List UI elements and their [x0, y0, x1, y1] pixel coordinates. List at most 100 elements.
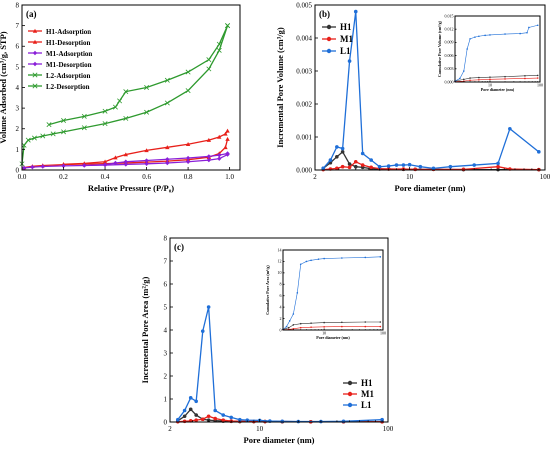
panel-a-point-1-3	[206, 137, 212, 142]
panel-c-point-1-3	[194, 418, 198, 422]
panel-a-point-0-13	[225, 136, 230, 141]
panel-c-inset-ytick-label-5: 10	[278, 270, 282, 275]
panel-c-legend-marker-2	[347, 402, 353, 408]
panel-a-series-line-0	[23, 138, 229, 169]
panel-c-point-2-8	[229, 415, 234, 420]
panel-b-legend-marker-0	[326, 24, 332, 30]
panel-b-point-2-16	[472, 163, 477, 167]
panel-a-xtick-label-2: 0.4	[101, 173, 110, 181]
panel-a-point-5-6	[123, 89, 129, 95]
panel-a-point-2-9	[185, 159, 191, 164]
panel-a-series-line-4	[21, 25, 229, 164]
panel-b-axes: 0.000 0.001 0.002 0.003 0.004 0.005 2 10 100 Pore…	[275, 1, 550, 193]
panel-a-point-3-1	[217, 152, 222, 158]
panel-b-point-2-5	[353, 9, 358, 14]
panel-c-point-0-1	[182, 414, 187, 419]
panel-a-point-2-6	[123, 162, 129, 167]
panel-a-point-4-11	[164, 100, 170, 106]
panel-a-ytick-label-7: 7	[16, 22, 20, 30]
panel-a-xtick-label-5: 1.0	[225, 173, 234, 181]
panel-b-inset-point-0-3	[478, 76, 480, 79]
panel-c-inset-point-0-1	[287, 326, 290, 329]
panel-a-point-4-2	[25, 137, 31, 143]
panel-c-inset-point-0-3	[299, 322, 302, 325]
panel-b-inset-point-1-7	[536, 77, 539, 79]
panel-c-ytick-label-4: 4	[164, 326, 168, 334]
panel-c-point-2-6	[213, 408, 217, 413]
panel-c-inset-point-2-4	[296, 292, 299, 294]
panel-a-point-4-4	[40, 133, 46, 139]
panel-b-point-2-11	[401, 163, 406, 167]
panel-a-legend-marker-0	[32, 28, 38, 33]
panel-c-inset-axes: 0 2 4 6 8 10 12 14 10 100 Pore diameter (nm) Cumula…	[265, 247, 386, 340]
panel-a-point-1-5	[165, 145, 170, 150]
panel-b-inset-point-0-1	[463, 78, 465, 81]
panel-c-point-2-16	[341, 419, 346, 424]
panel-a-point-3-9	[82, 163, 87, 168]
panel-a-point-2-0	[21, 165, 27, 171]
panel-b-point-2-10	[394, 163, 399, 167]
panel-a-point-3-8	[102, 162, 108, 167]
panel-c-inset-ytick-label-0: 0	[280, 327, 282, 332]
panel-a-point-4-9	[123, 115, 129, 121]
panel-b-frame	[314, 4, 546, 171]
panel-b-point-2-9	[386, 164, 391, 168]
panel-c-inset-point-2-5	[299, 263, 302, 266]
panel-a-point-3-2	[206, 154, 212, 159]
panel-b-inset-point-2-12	[528, 26, 530, 29]
panel-b-point-1-11	[413, 167, 418, 172]
panel-c-point-1-6	[213, 416, 217, 421]
panel-c-point-2-13	[280, 419, 285, 424]
panel-b-inset-point-0-6	[524, 75, 526, 77]
panel-b-point-2-14	[431, 166, 436, 171]
panel-c-inset-point-1-4	[310, 326, 312, 328]
panel-b-inset-point-1-5	[504, 78, 506, 80]
panel-a-legend-marker-1	[32, 39, 38, 44]
panel-b-point-2-6	[360, 151, 365, 156]
panel-a-xlabel: Relative Pressure (P/P₀)	[88, 183, 174, 193]
panel-c-point-2-10	[245, 418, 250, 422]
panel-a-point-3-0	[225, 151, 230, 156]
panel-b-point-2-19	[537, 150, 541, 154]
panel-b-point-2-7	[369, 158, 373, 162]
panel-b-inset-point-2-5	[474, 36, 476, 38]
panel-b-inset-point-1-6	[524, 77, 526, 80]
panel-a-point-2-11	[217, 156, 222, 161]
panel-b-inset-ytick-label-4: 0.012	[445, 27, 454, 32]
panel-c-point-1-4	[200, 417, 205, 422]
panel-b-xlabel: Pore diameter (nm)	[395, 183, 466, 193]
panel-a-point-1-8	[113, 155, 118, 160]
panel-c-point-1-1	[182, 419, 187, 424]
panel-a-point-5-2	[206, 57, 212, 63]
panel-a-ylabel: Volume Adsorbed (cm³/g, STP)	[0, 31, 8, 143]
panel-a-point-4-13	[206, 66, 212, 72]
panel-b-inset-ytick-label-0: 0.000	[445, 79, 454, 84]
panel-c-inset-point-2-2	[288, 320, 291, 322]
panel-b-inset-ytick-label-3: 0.009	[445, 40, 454, 45]
panel-c-legend-label-0: H1	[361, 378, 373, 388]
panel-a-ytick-label-3: 3	[16, 105, 20, 113]
panel-b-point-2-1	[328, 158, 333, 162]
panel-c-inset-xtick-label-1: 100	[380, 331, 386, 336]
panel-a-panel-label: (a)	[26, 9, 37, 19]
panel-a-point-3-4	[165, 157, 170, 162]
panel-c-legend-label-2: L1	[361, 400, 372, 410]
panel-c-inset-point-0-4	[310, 322, 312, 324]
panel-a-point-5-12	[46, 122, 52, 128]
panel-c-point-0-5	[206, 418, 211, 422]
panel-b-point-0-4	[347, 162, 352, 166]
panel-c-inset-xtick-label-0: 10	[322, 331, 326, 336]
panel-c-point-2-1	[182, 408, 187, 413]
panel-c-inset-ytick-label-1: 2	[280, 316, 282, 321]
panel-b-point-2-12	[407, 162, 412, 167]
panel-c-ylabel: Incremental Pore Area (m²/g)	[140, 277, 150, 384]
panel-b-inset-point-2-13	[536, 24, 539, 27]
panel-b-series-line-2	[322, 11, 540, 170]
panel-c-inset-frame	[282, 249, 384, 331]
panel-a-point-1-4	[185, 142, 191, 146]
panel-c-inset-ytick-label-6: 12	[278, 259, 282, 264]
panel-b-ytick-label-3: 0.003	[296, 67, 312, 75]
panel-c-point-2-17	[380, 417, 384, 422]
panel-b-inset-point-0-4	[489, 76, 491, 78]
panel-c-point-2-5	[206, 305, 211, 309]
